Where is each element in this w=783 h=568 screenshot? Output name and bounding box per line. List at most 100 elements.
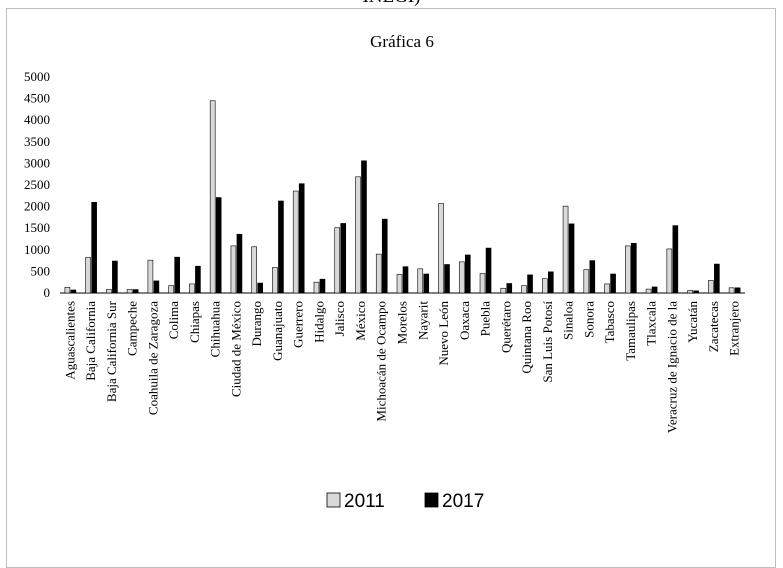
x-tick-label: Chihuahua	[208, 301, 223, 358]
x-tick-label: Durango	[249, 301, 264, 347]
x-tick-label: Yucatán	[685, 301, 700, 343]
x-tick-label: San Luis Potosí	[540, 301, 555, 383]
x-tick-label: Baja California Sur	[104, 300, 119, 402]
y-tick-label: 500	[31, 263, 51, 278]
bar-2011	[708, 280, 714, 294]
y-tick-label: 3500	[24, 134, 50, 149]
bar-2011	[230, 245, 237, 294]
bar-2017	[257, 282, 263, 294]
bar-2017	[651, 286, 658, 294]
y-tick-label: 4500	[24, 91, 50, 106]
bar-2011	[272, 267, 278, 294]
bar-2017	[423, 273, 430, 294]
x-tick-label: Baja California	[83, 301, 98, 381]
x-tick-label: Oaxaca	[457, 301, 472, 340]
bar-2011	[500, 287, 507, 294]
bar-2011	[292, 190, 299, 294]
bar-2011	[396, 274, 403, 294]
x-tick-label: Nayarit	[415, 301, 430, 340]
x-tick-label: Morelos	[395, 301, 410, 344]
x-tick-label: Nuevo León	[436, 301, 451, 366]
bar-2011	[728, 287, 735, 294]
bar-2011	[666, 248, 673, 294]
x-tick-label: Aguascalientes	[62, 301, 77, 380]
bar-2011	[85, 257, 91, 294]
x-tick-label: Querétaro	[498, 301, 513, 353]
cut-off-heading: INEGI)	[0, 0, 783, 8]
bar-2017	[527, 274, 533, 294]
bar-2017	[568, 223, 575, 294]
bar-2017	[174, 256, 180, 294]
x-tick-label: México	[353, 301, 368, 341]
bar-2017	[548, 271, 554, 294]
bar-2011	[479, 273, 486, 294]
bar-2017	[278, 200, 284, 294]
x-tick-label: Ciudad de México	[228, 301, 243, 397]
bars	[64, 100, 741, 294]
bar-2011	[562, 205, 569, 294]
bar-2011	[334, 227, 341, 294]
x-tick-label: Guerrero	[291, 301, 306, 348]
bar-2017	[485, 247, 492, 294]
y-tick-label: 0	[44, 285, 51, 300]
legend-label-2017: 2017	[442, 491, 484, 512]
bar-2011	[355, 176, 361, 294]
bar-2011	[189, 283, 195, 294]
bar-2017	[631, 243, 637, 294]
x-tick-label: Colima	[166, 301, 181, 340]
bar-2011	[583, 269, 590, 294]
y-tick-label: 5000	[24, 69, 50, 84]
bar-2017	[464, 254, 471, 294]
bar-2017	[319, 278, 326, 294]
x-tick-label: Jalisco	[332, 301, 347, 336]
bar-2011	[209, 100, 216, 294]
bar-chart: Gráfica 6 0 500 1000 1500 2000 2500 3000 3500 40…	[24, 32, 745, 512]
x-tick-label: Guanajuato	[270, 301, 285, 361]
x-tick-label: Extranjero	[727, 301, 742, 356]
x-tick-label: Zacatecas	[706, 301, 721, 352]
bar-2011	[542, 278, 548, 294]
bar-2017	[444, 264, 450, 294]
bar-2017	[132, 289, 139, 294]
legend-swatch-2011	[326, 492, 341, 508]
x-tick-label: Sinaloa	[561, 301, 576, 340]
bar-2011	[604, 283, 610, 294]
bar-2017	[361, 160, 367, 294]
y-tick-label: 2500	[24, 177, 50, 192]
bar-2017	[153, 280, 160, 294]
x-tick-label: Sonora	[581, 301, 596, 338]
x-tick-label: Quintana Roo	[519, 301, 534, 374]
bar-2017	[589, 260, 596, 294]
x-tick-label: Michoacán de Ocampo	[374, 301, 389, 422]
bar-2011	[313, 281, 320, 294]
x-tick-label: Hidalgo	[311, 301, 326, 343]
bar-2017	[298, 183, 305, 294]
y-axis: 0 500 1000 1500 2000 2500 3000 3500 4000 4500 5000	[24, 69, 745, 300]
x-tick-label: Chiapas	[187, 301, 202, 343]
x-axis-labels: Aguascalientes Baja California Baja Califo…	[62, 300, 741, 433]
bar-2017	[402, 266, 409, 294]
x-tick-label: Tlaxcala	[644, 301, 659, 346]
x-tick-label: Tabasco	[602, 301, 617, 343]
bar-2011	[64, 287, 71, 294]
legend: 2011 2017	[326, 491, 484, 512]
bar-2011	[106, 289, 112, 294]
bar-2011	[645, 288, 652, 294]
y-tick-label: 2000	[24, 199, 50, 214]
bar-2017	[693, 290, 699, 294]
bar-2011	[458, 261, 465, 294]
bar-2011	[168, 285, 174, 294]
bar-2011	[147, 259, 154, 294]
bar-2017	[381, 218, 388, 294]
bar-2017	[672, 225, 679, 294]
bar-2017	[236, 233, 243, 294]
x-tick-label: Tamaulipas	[623, 301, 638, 361]
x-tick-label: Puebla	[478, 301, 493, 337]
bar-2017	[506, 283, 513, 294]
bar-2017	[112, 260, 118, 294]
chart-title: Gráfica 6	[370, 32, 434, 51]
legend-label-2011: 2011	[344, 491, 385, 512]
x-tick-label: Campeche	[125, 301, 140, 356]
bar-2011	[438, 203, 444, 294]
bar-2017	[215, 197, 222, 294]
